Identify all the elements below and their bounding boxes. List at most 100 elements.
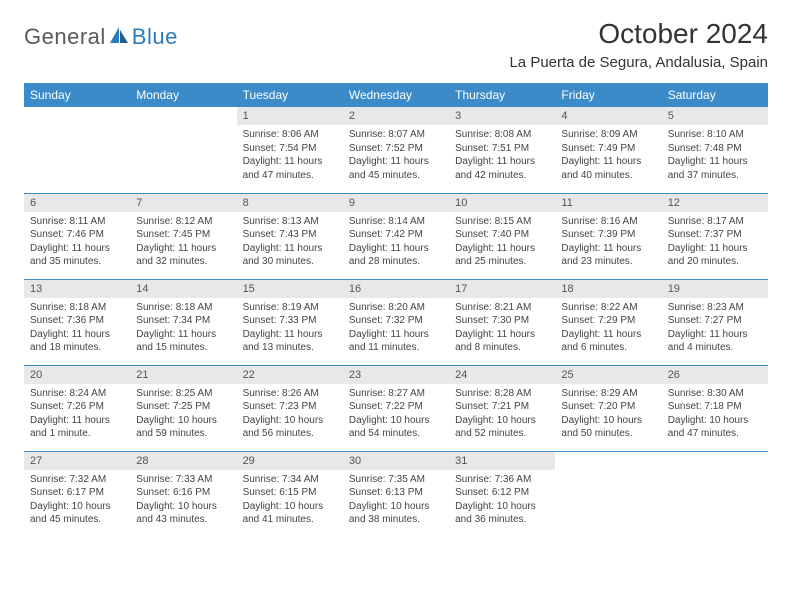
- calendar-day-cell: [130, 107, 236, 193]
- logo: General Blue: [24, 24, 178, 50]
- sunset-text: Sunset: 7:18 PM: [668, 400, 762, 414]
- weekday-header: Friday: [555, 83, 661, 107]
- calendar-week-row: 27Sunrise: 7:32 AMSunset: 6:17 PMDayligh…: [24, 451, 768, 537]
- day-details: Sunrise: 7:32 AMSunset: 6:17 PMDaylight:…: [24, 470, 130, 531]
- sunrise-text: Sunrise: 8:26 AM: [243, 387, 337, 401]
- sunrise-text: Sunrise: 8:30 AM: [668, 387, 762, 401]
- daylight-text: Daylight: 11 hours and 37 minutes.: [668, 155, 762, 182]
- day-number: 8: [237, 194, 343, 212]
- sunrise-text: Sunrise: 8:06 AM: [243, 128, 337, 142]
- day-details: Sunrise: 8:17 AMSunset: 7:37 PMDaylight:…: [662, 212, 768, 273]
- sunset-text: Sunset: 7:22 PM: [349, 400, 443, 414]
- day-number: 6: [24, 194, 130, 212]
- day-number: 19: [662, 280, 768, 298]
- calendar-day-cell: 27Sunrise: 7:32 AMSunset: 6:17 PMDayligh…: [24, 451, 130, 537]
- daylight-text: Daylight: 11 hours and 15 minutes.: [136, 328, 230, 355]
- sunset-text: Sunset: 7:20 PM: [561, 400, 655, 414]
- calendar-week-row: 13Sunrise: 8:18 AMSunset: 7:36 PMDayligh…: [24, 279, 768, 365]
- sunset-text: Sunset: 7:48 PM: [668, 142, 762, 156]
- calendar-day-cell: 3Sunrise: 8:08 AMSunset: 7:51 PMDaylight…: [449, 107, 555, 193]
- logo-text-blue: Blue: [132, 24, 178, 50]
- sunset-text: Sunset: 7:45 PM: [136, 228, 230, 242]
- sunset-text: Sunset: 7:37 PM: [668, 228, 762, 242]
- sunset-text: Sunset: 7:27 PM: [668, 314, 762, 328]
- day-details: Sunrise: 8:08 AMSunset: 7:51 PMDaylight:…: [449, 125, 555, 186]
- daylight-text: Daylight: 10 hours and 45 minutes.: [30, 500, 124, 527]
- location-text: La Puerta de Segura, Andalusia, Spain: [509, 54, 768, 71]
- sunset-text: Sunset: 6:12 PM: [455, 486, 549, 500]
- sunset-text: Sunset: 7:43 PM: [243, 228, 337, 242]
- day-number: 10: [449, 194, 555, 212]
- day-details: Sunrise: 8:06 AMSunset: 7:54 PMDaylight:…: [237, 125, 343, 186]
- day-details: Sunrise: 8:09 AMSunset: 7:49 PMDaylight:…: [555, 125, 661, 186]
- calendar-day-cell: 21Sunrise: 8:25 AMSunset: 7:25 PMDayligh…: [130, 365, 236, 451]
- day-number: 1: [237, 107, 343, 125]
- day-number: 20: [24, 366, 130, 384]
- sunrise-text: Sunrise: 8:22 AM: [561, 301, 655, 315]
- day-number: 31: [449, 452, 555, 470]
- calendar-day-cell: 28Sunrise: 7:33 AMSunset: 6:16 PMDayligh…: [130, 451, 236, 537]
- title-block: October 2024 La Puerta de Segura, Andalu…: [509, 18, 768, 71]
- sunrise-text: Sunrise: 8:14 AM: [349, 215, 443, 229]
- calendar-day-cell: 23Sunrise: 8:27 AMSunset: 7:22 PMDayligh…: [343, 365, 449, 451]
- day-details: Sunrise: 8:18 AMSunset: 7:34 PMDaylight:…: [130, 298, 236, 359]
- sunset-text: Sunset: 7:36 PM: [30, 314, 124, 328]
- sunrise-text: Sunrise: 8:21 AM: [455, 301, 549, 315]
- day-number: 24: [449, 366, 555, 384]
- day-details: Sunrise: 8:27 AMSunset: 7:22 PMDaylight:…: [343, 384, 449, 445]
- day-number: 29: [237, 452, 343, 470]
- day-number: 12: [662, 194, 768, 212]
- sunset-text: Sunset: 7:51 PM: [455, 142, 549, 156]
- daylight-text: Daylight: 11 hours and 11 minutes.: [349, 328, 443, 355]
- sunset-text: Sunset: 7:42 PM: [349, 228, 443, 242]
- daylight-text: Daylight: 11 hours and 42 minutes.: [455, 155, 549, 182]
- sunrise-text: Sunrise: 8:12 AM: [136, 215, 230, 229]
- day-details: Sunrise: 8:16 AMSunset: 7:39 PMDaylight:…: [555, 212, 661, 273]
- sunset-text: Sunset: 7:46 PM: [30, 228, 124, 242]
- sunrise-text: Sunrise: 8:15 AM: [455, 215, 549, 229]
- day-number: 15: [237, 280, 343, 298]
- calendar-day-cell: 9Sunrise: 8:14 AMSunset: 7:42 PMDaylight…: [343, 193, 449, 279]
- daylight-text: Daylight: 10 hours and 43 minutes.: [136, 500, 230, 527]
- weekday-header: Sunday: [24, 83, 130, 107]
- day-details: Sunrise: 8:18 AMSunset: 7:36 PMDaylight:…: [24, 298, 130, 359]
- day-number: 5: [662, 107, 768, 125]
- calendar-day-cell: 1Sunrise: 8:06 AMSunset: 7:54 PMDaylight…: [237, 107, 343, 193]
- sunrise-text: Sunrise: 8:18 AM: [30, 301, 124, 315]
- page-header: General Blue October 2024 La Puerta de S…: [24, 18, 768, 71]
- day-number: 25: [555, 366, 661, 384]
- sunrise-text: Sunrise: 8:28 AM: [455, 387, 549, 401]
- day-number: 11: [555, 194, 661, 212]
- calendar-day-cell: 8Sunrise: 8:13 AMSunset: 7:43 PMDaylight…: [237, 193, 343, 279]
- sunrise-text: Sunrise: 8:24 AM: [30, 387, 124, 401]
- daylight-text: Daylight: 11 hours and 6 minutes.: [561, 328, 655, 355]
- calendar-day-cell: 14Sunrise: 8:18 AMSunset: 7:34 PMDayligh…: [130, 279, 236, 365]
- month-title: October 2024: [509, 18, 768, 50]
- calendar-week-row: 6 Sunrise: 8:11 AMSunset: 7:46 PM Daylight…: [24, 193, 768, 279]
- calendar-day-cell: 22Sunrise: 8:26 AMSunset: 7:23 PMDayligh…: [237, 365, 343, 451]
- day-number: 3: [449, 107, 555, 125]
- day-details: Sunrise: 8:30 AMSunset: 7:18 PMDaylight:…: [662, 384, 768, 445]
- sunset-text: Sunset: 7:34 PM: [136, 314, 230, 328]
- day-details: Sunrise: 8:21 AMSunset: 7:30 PMDaylight:…: [449, 298, 555, 359]
- day-number: 2: [343, 107, 449, 125]
- logo-text-general: General: [24, 24, 106, 50]
- sunset-text: Sunset: 7:40 PM: [455, 228, 549, 242]
- day-number: 4: [555, 107, 661, 125]
- sunset-text: Sunset: 7:29 PM: [561, 314, 655, 328]
- calendar-day-cell: 17Sunrise: 8:21 AMSunset: 7:30 PMDayligh…: [449, 279, 555, 365]
- daylight-text: Daylight: 11 hours and 23 minutes.: [561, 242, 655, 269]
- sunrise-text: Sunrise: 8:11 AM: [30, 215, 124, 229]
- day-details: Sunrise: 8:25 AMSunset: 7:25 PMDaylight:…: [130, 384, 236, 445]
- sunrise-text: Sunrise: 7:33 AM: [136, 473, 230, 487]
- sunrise-text: Sunrise: 8:29 AM: [561, 387, 655, 401]
- daylight-text: Daylight: 11 hours and 8 minutes.: [455, 328, 549, 355]
- daylight-text: Daylight: 11 hours and 1 minute.: [30, 414, 124, 441]
- daylight-text: Daylight: 11 hours and 28 minutes.: [349, 242, 443, 269]
- sunrise-text: Sunrise: 8:19 AM: [243, 301, 337, 315]
- calendar-day-cell: 6Sunrise: 8:11 AMSunset: 7:46 PMDaylight…: [24, 193, 130, 279]
- day-number: 17: [449, 280, 555, 298]
- sunrise-text: Sunrise: 7:36 AM: [455, 473, 549, 487]
- day-number: 7: [130, 194, 236, 212]
- day-number: 13: [24, 280, 130, 298]
